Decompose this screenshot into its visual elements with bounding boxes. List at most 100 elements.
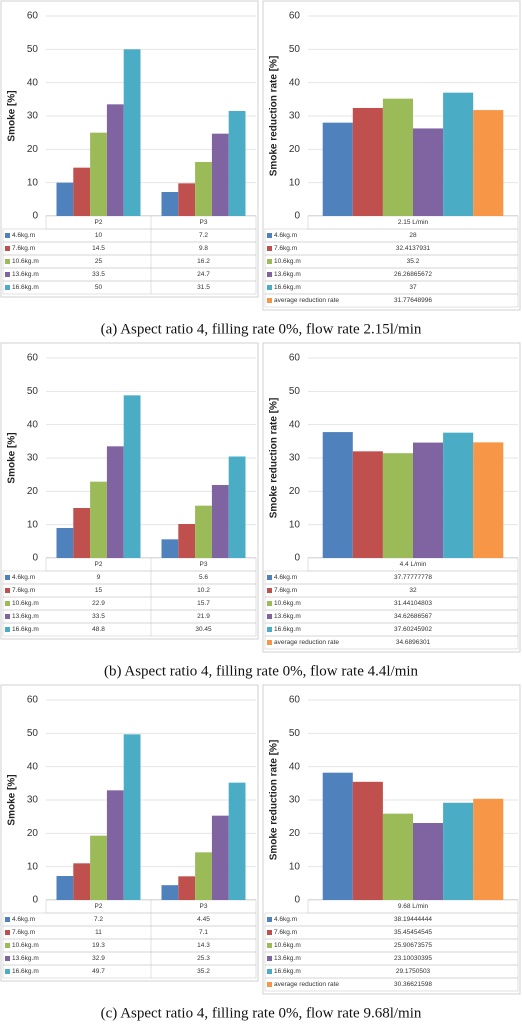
table-row [264,635,519,650]
y-tick-label: 60 [289,11,301,22]
caption: (c) Aspect ratio 4, filling rate 0%, flo… [101,1005,422,1021]
y-tick-label: 20 [27,144,39,155]
y-tick-label: 40 [289,419,301,430]
table-row [264,228,519,243]
legend-label: 13.6kg.m [12,955,39,962]
legend-swatch [267,930,272,935]
legend-label: 16.6kg.m [274,968,301,975]
y-axis-label: Smoke [%] [7,432,18,483]
bar [352,451,383,558]
bar [106,446,124,558]
table-value: 22.9 [92,600,105,607]
y-tick-label: 10 [289,177,301,188]
y-tick-label: 50 [27,44,39,55]
table-row [264,267,519,282]
table-row [2,280,257,295]
y-tick-label: 0 [32,895,38,906]
table-value: 28 [409,232,417,239]
bar [90,481,107,558]
y-tick-label: 10 [289,861,301,872]
y-tick-label: 30 [289,111,301,122]
bar [211,133,229,216]
legend-label: 4.6kg.m [12,916,35,923]
table-value: 21.9 [197,613,210,620]
table-value: 10 [95,232,103,239]
legend-swatch [267,956,272,961]
legend-swatch [5,943,10,948]
table-row [2,570,257,585]
bar [228,456,246,558]
bar [382,453,413,558]
legend-label: 4.6kg.m [274,574,297,581]
table-row [264,596,519,611]
table-row [264,293,519,308]
table-value: 31.5 [197,284,210,291]
table-value: 19.3 [92,942,105,949]
legend-swatch [5,588,10,593]
table-value: 24.7 [197,271,210,278]
legend-swatch [267,969,272,974]
y-axis-label: Smoke reduction rate [%] [269,56,280,177]
legend-swatch [5,917,10,922]
table-value: 14.5 [92,245,105,252]
legend-label: 4.6kg.m [274,232,297,239]
y-tick-label: 0 [32,211,38,222]
y-tick-label: 50 [289,728,301,739]
y-tick-label: 60 [27,353,39,364]
bar [123,49,141,217]
category-label: P3 [200,219,208,226]
chart-frame [262,342,521,653]
table-row [2,609,257,624]
table-value: 15.7 [197,600,210,607]
table-value: 48.8 [92,626,105,633]
caption: (b) Aspect ratio 4, filling rate 0%, flo… [104,663,419,679]
y-axis-label: Smoke reduction rate [%] [269,740,280,861]
table-row [2,951,257,966]
y-tick-label: 0 [294,211,300,222]
table-value: 26.26865672 [394,271,432,278]
bar [161,539,179,558]
y-tick-label: 0 [294,553,300,564]
table-value: 25 [95,258,103,265]
legend-swatch [267,917,272,922]
category-label: P2 [95,561,103,568]
table-value: 31.77648996 [394,297,432,304]
legend-swatch [267,259,272,264]
legend-label: 7.6kg.m [274,929,297,936]
legend-label: average reduction rate [274,981,339,988]
table-value: 37.77777778 [394,574,432,581]
table-value: 10.2 [197,587,210,594]
legend-swatch [5,930,10,935]
legend-label: average reduction rate [274,297,339,304]
legend-swatch [5,601,10,606]
y-tick-label: 40 [289,761,301,772]
y-tick-label: 10 [27,861,39,872]
y-tick-label: 60 [27,11,39,22]
y-tick-label: 20 [289,828,301,839]
table-value: 25.90673575 [394,942,432,949]
legend-label: 13.6kg.m [274,613,301,620]
legend-label: 10.6kg.m [274,258,301,265]
table-value: 37.60245902 [394,626,432,633]
bar [73,508,91,558]
chart-frame [0,342,259,640]
legend-label: 10.6kg.m [12,942,39,949]
legend-label: 16.6kg.m [12,968,39,975]
legend-label: 4.6kg.m [274,916,297,923]
category-label: P3 [200,561,208,568]
legend-label: 13.6kg.m [274,955,301,962]
table-value: 35.2 [407,258,420,265]
legend-swatch [267,588,272,593]
table-value: 33.5 [92,613,105,620]
y-tick-label: 20 [27,828,39,839]
table-row [264,241,519,256]
table-value: 5.6 [199,574,208,581]
bar [73,863,91,900]
legend-swatch [267,298,272,303]
table-row [264,254,519,269]
table-value: 49.7 [92,968,105,975]
table-row [2,596,257,611]
bar [443,802,474,900]
bar [178,524,196,558]
bar [322,432,353,558]
